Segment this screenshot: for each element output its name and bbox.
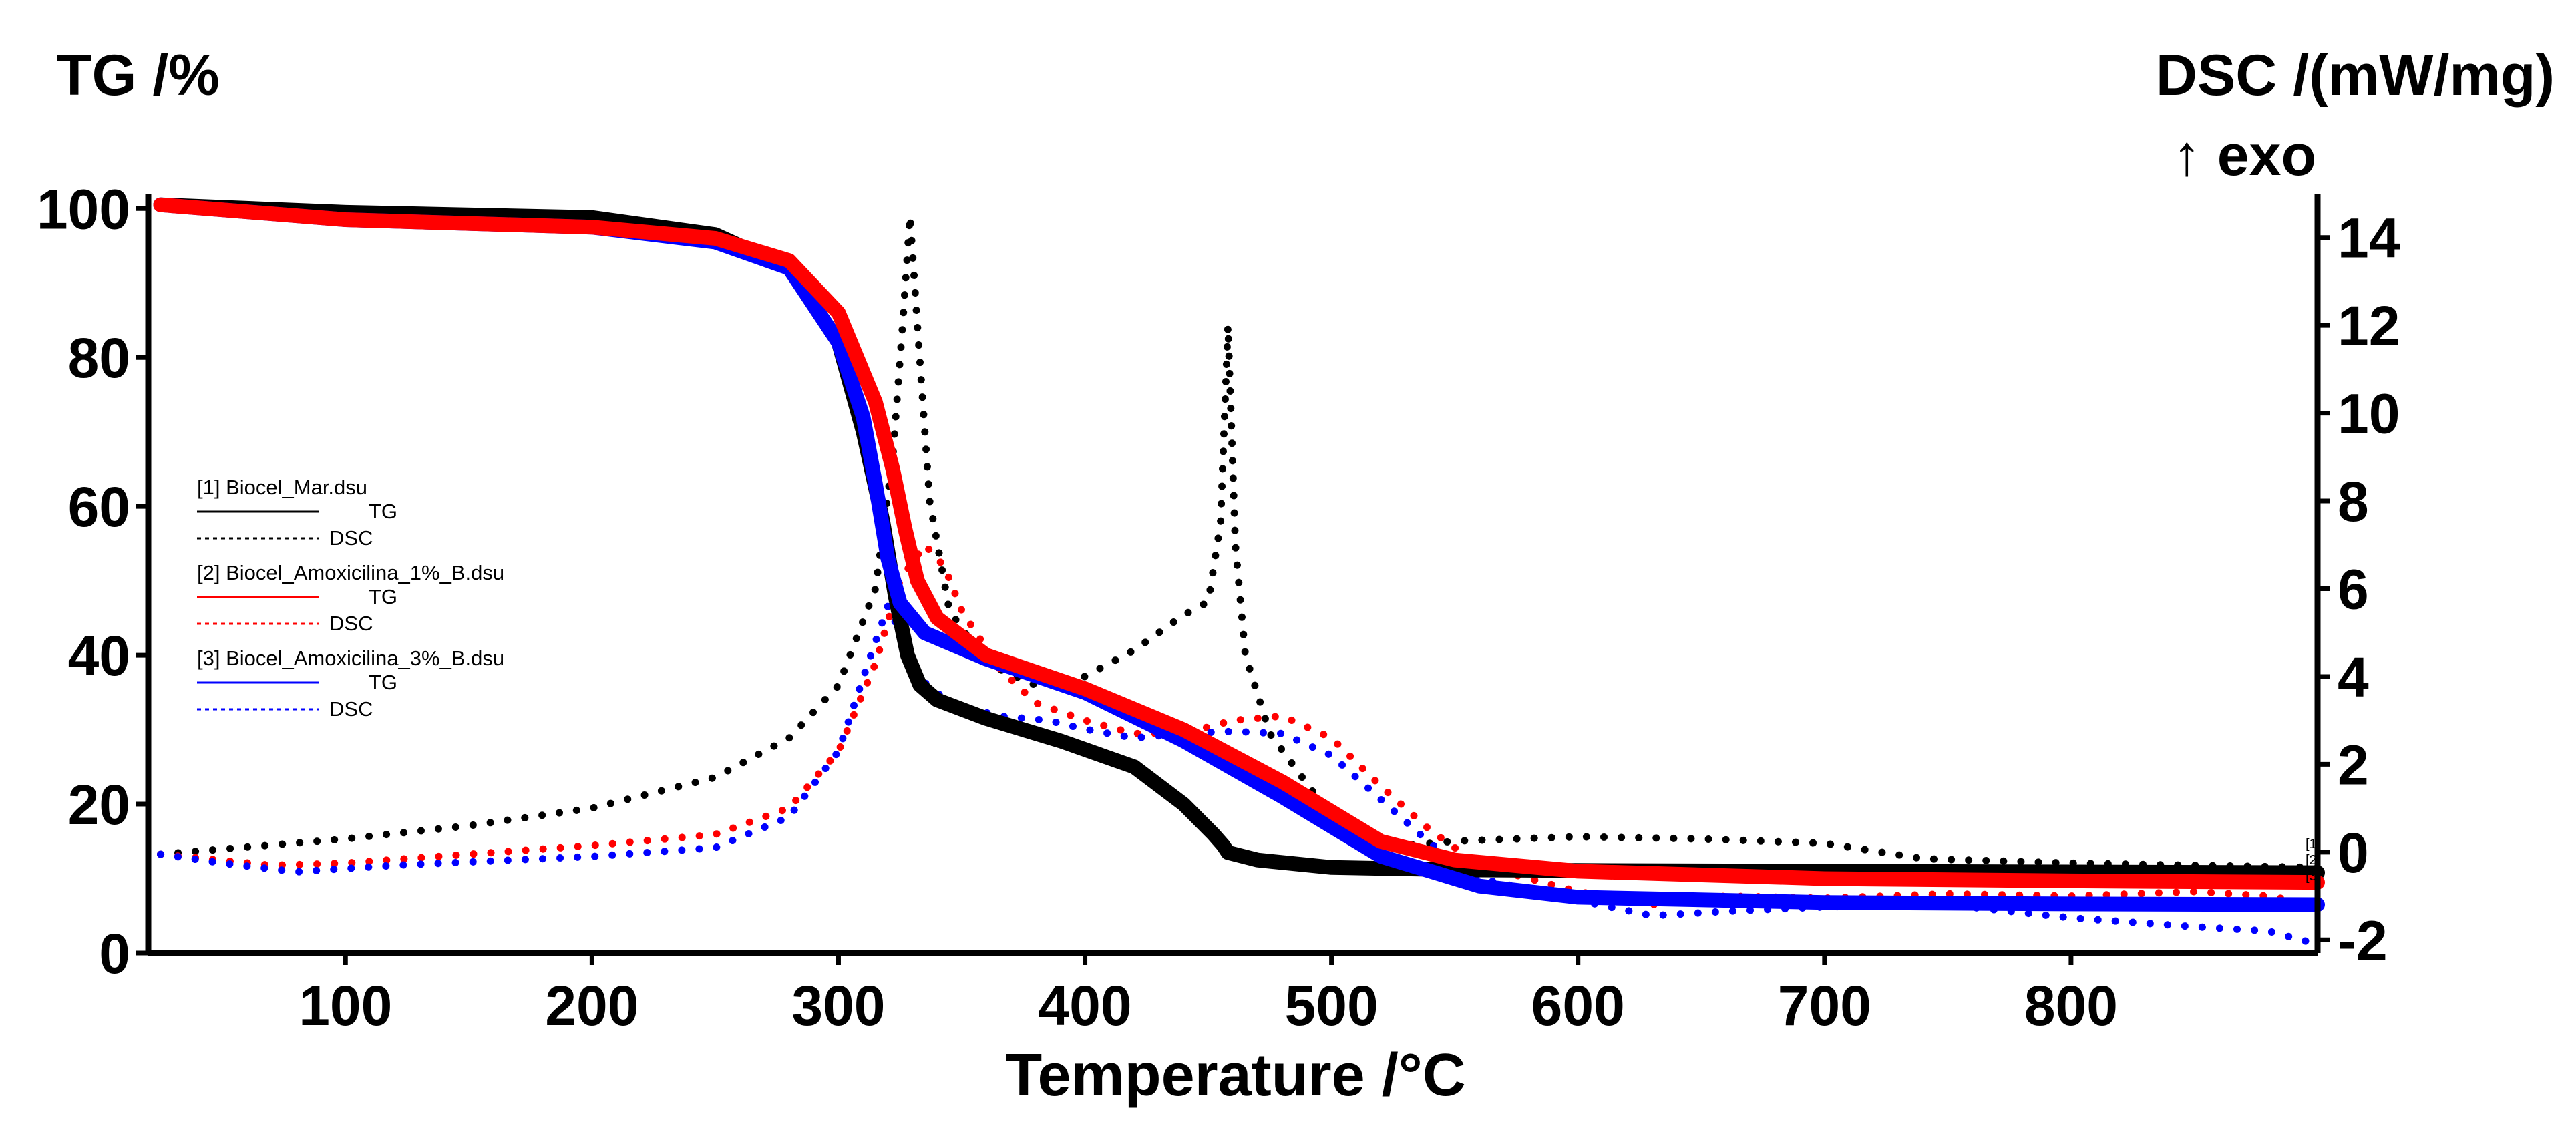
series-line-3 <box>153 197 2325 912</box>
end-markers: [1][2][3] <box>2306 837 2320 884</box>
x-tick-label-200: 200 <box>545 974 638 1037</box>
x-tick-label-400: 400 <box>1038 974 1131 1037</box>
right-tick-label-12: 12 <box>2338 295 2400 357</box>
right-tick-label-8: 8 <box>2338 470 2369 533</box>
x-tick-label-300: 300 <box>791 974 885 1037</box>
x-tick-label-700: 700 <box>1778 974 1871 1037</box>
right-tick-label-2: 2 <box>2338 733 2369 796</box>
series-layer <box>153 197 2325 948</box>
legend-group-name-1: [1] Biocel_Mar.dsu <box>197 476 367 499</box>
x-tick-label-100: 100 <box>299 974 392 1037</box>
right-tick-label-6: 6 <box>2338 558 2369 621</box>
legend-dsc-label-3: DSC <box>329 697 373 721</box>
tick-layer: 100 200 300 400 500 600 700 800 0 20 40 60 80 100 -2 0 2… <box>37 178 2400 1037</box>
legend-dsc-label-1: DSC <box>329 526 373 550</box>
right-tick-label-14: 14 <box>2338 207 2400 270</box>
right-axis-title: DSC /(mW/mg) <box>2156 43 2555 108</box>
end-marker-1: [1] <box>2306 837 2320 852</box>
right-tick-label--2: -2 <box>2338 909 2388 972</box>
series-line-2 <box>153 197 2325 890</box>
right-tick-label-0: 0 <box>2338 821 2369 884</box>
left-tick-label-0: 0 <box>99 922 130 985</box>
left-tick-label-100: 100 <box>37 178 130 240</box>
end-marker-2: [2] <box>2306 853 2320 868</box>
legend-dsc-label-2: DSC <box>329 612 373 635</box>
left-tick-label-20: 20 <box>68 773 130 836</box>
series-line-4 <box>157 212 2322 872</box>
x-tick-label-800: 800 <box>2024 974 2118 1037</box>
left-tick-label-60: 60 <box>68 476 130 538</box>
legend-tg-label-2: TG <box>369 585 397 608</box>
end-marker-3: [3] <box>2306 869 2320 884</box>
legend-group-name-3: [3] Biocel_Amoxicilina_3%_B.dsu <box>197 646 504 670</box>
left-tick-label-80: 80 <box>68 327 130 389</box>
right-axis-subtitle: ↑ exo <box>2173 124 2316 188</box>
legend-group-name-2: [2] Biocel_Amoxicilina_1%_B.dsu <box>197 561 504 584</box>
legend-tg-label-3: TG <box>369 671 397 694</box>
x-tick-label-500: 500 <box>1285 974 1378 1037</box>
left-tick-label-40: 40 <box>68 624 130 687</box>
right-tick-label-10: 10 <box>2338 383 2400 445</box>
right-tick-label-4: 4 <box>2338 646 2369 709</box>
x-tick-label-600: 600 <box>1531 974 1625 1037</box>
legend-tg-label-1: TG <box>369 500 397 523</box>
left-axis-title: TG /% <box>57 43 220 108</box>
x-axis-title: Temperature /°C <box>1005 1042 1466 1109</box>
